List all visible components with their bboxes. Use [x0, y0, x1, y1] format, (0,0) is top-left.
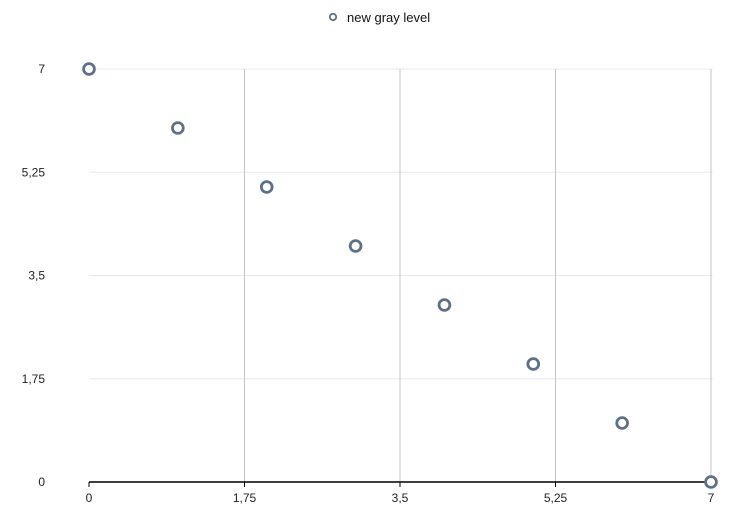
grid	[89, 68, 713, 482]
y-tick-label: 7	[38, 62, 45, 76]
data-point	[704, 475, 718, 489]
x-tick-label: 7	[708, 491, 715, 505]
data-point	[437, 298, 452, 312]
legend-label: new gray level	[347, 10, 430, 25]
y-tick-label: 5,25	[22, 165, 46, 179]
x-tick-label: 3,5	[392, 491, 409, 505]
legend: new gray level	[328, 10, 430, 25]
x-axis: 0 1,75 3,5 5,25 7	[86, 482, 715, 505]
data-point	[526, 357, 541, 371]
y-tick-label: 1,75	[22, 372, 46, 386]
y-axis: 0 1,75 3,5 5,25 7	[22, 62, 46, 489]
y-tick-label: 0	[38, 475, 45, 489]
series-new-gray-level	[82, 62, 718, 489]
legend-marker	[328, 12, 338, 22]
data-point	[348, 239, 363, 253]
x-tick-label: 0	[86, 491, 93, 505]
x-tick-label: 1,75	[233, 491, 257, 505]
x-tick-label: 5,25	[544, 491, 568, 505]
data-point	[615, 416, 629, 430]
y-tick-label: 3,5	[28, 269, 45, 283]
data-point	[82, 62, 96, 76]
data-point	[171, 121, 185, 135]
data-point	[259, 180, 274, 194]
